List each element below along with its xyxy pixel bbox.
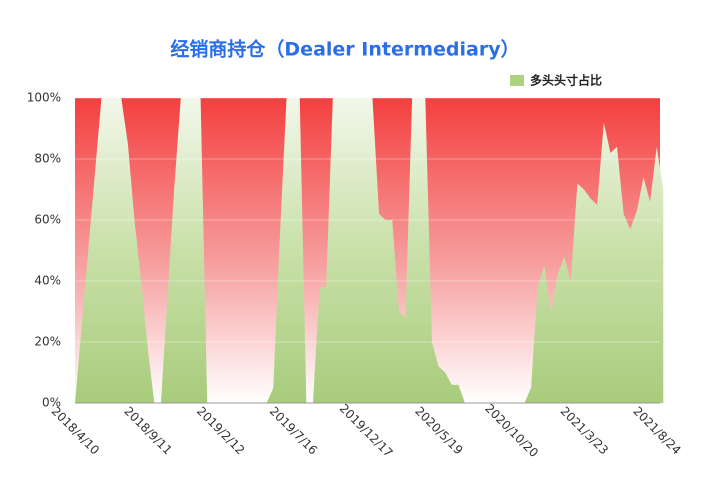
legend-swatch xyxy=(510,75,524,86)
x-tick-label: 2019/7/16 xyxy=(267,404,320,457)
y-tick-label: 60% xyxy=(34,213,61,227)
x-tick-label: 2020/10/20 xyxy=(482,401,541,460)
y-tick-label: 40% xyxy=(34,274,61,288)
chart-title: 经销商持仓（Dealer Intermediary） xyxy=(170,38,519,61)
area xyxy=(75,98,664,403)
y-tick-label: 100% xyxy=(27,91,61,105)
x-tick-label: 2018/4/10 xyxy=(49,404,102,457)
x-tick-label: 2021/3/23 xyxy=(558,404,611,457)
x-tick-label: 2020/5/19 xyxy=(412,404,465,457)
y-tick-label: 0% xyxy=(42,396,61,410)
x-tick-label: 2019/2/12 xyxy=(194,404,247,457)
y-tick-label: 20% xyxy=(34,335,61,349)
x-tick-label: 2018/9/11 xyxy=(121,404,174,457)
y-tick-label: 80% xyxy=(34,152,61,166)
x-tick-label: 2019/12/17 xyxy=(337,401,396,460)
x-tick-label: 2021/8/24 xyxy=(630,404,683,457)
legend-label: 多头头寸占比 xyxy=(530,73,602,88)
